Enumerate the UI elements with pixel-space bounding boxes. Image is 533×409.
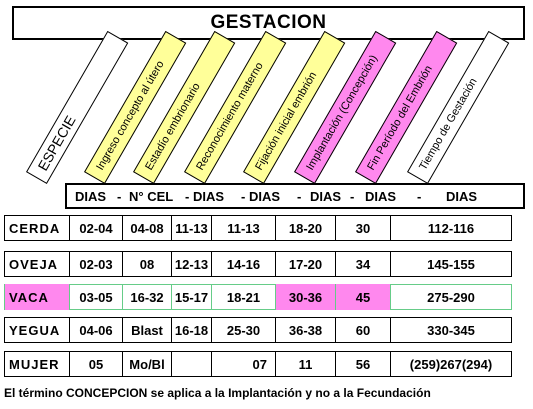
unit-label: - DIAS bbox=[241, 189, 280, 204]
value-cell: 14-16 bbox=[211, 251, 275, 277]
value-cell: 07 bbox=[211, 351, 275, 377]
unit-separator: - bbox=[417, 189, 422, 204]
value-cell: 30-36 bbox=[275, 284, 335, 310]
value-cell: Blast bbox=[122, 317, 171, 343]
value-cell: 18-20 bbox=[275, 215, 335, 241]
value-cell: 34 bbox=[335, 251, 390, 277]
value-cell: 60 bbox=[335, 317, 390, 343]
value-cell: 36-38 bbox=[275, 317, 335, 343]
value-cell: (259)267(294) bbox=[390, 351, 511, 377]
value-cell: 16-18 bbox=[171, 317, 211, 343]
value-cell: 08 bbox=[122, 251, 171, 277]
value-cell: 330-345 bbox=[390, 317, 511, 343]
value-cell: 145-155 bbox=[390, 251, 511, 277]
table-row: MUJER 05 Mo/Bl 07 11 56 (259)267(294) bbox=[4, 351, 512, 377]
species-cell: VACA bbox=[5, 284, 69, 310]
value-cell bbox=[171, 351, 211, 377]
unit-label: - DIAS bbox=[185, 189, 224, 204]
units-bar: DIAS - N° CEL - DIAS - DIAS - DIAS - DIA… bbox=[65, 183, 525, 209]
species-cell: MUJER bbox=[9, 356, 60, 372]
unit-label: DIAS bbox=[365, 189, 397, 204]
value-cell: 12-13 bbox=[171, 251, 211, 277]
unit-separator: - bbox=[117, 189, 122, 204]
species-cell: OVEJA bbox=[9, 256, 59, 272]
value-cell: 25-30 bbox=[211, 317, 275, 343]
value-cell: 04-06 bbox=[69, 317, 122, 343]
unit-label: DIAS bbox=[446, 189, 478, 204]
value-cell: 03-05 bbox=[69, 284, 122, 310]
value-cell: 11 bbox=[275, 351, 335, 377]
value-cell: 16-32 bbox=[122, 284, 171, 310]
value-cell: 04-08 bbox=[122, 215, 171, 241]
value-cell: 17-20 bbox=[275, 251, 335, 277]
value-cell: 112-116 bbox=[390, 215, 511, 241]
table-row: CERDA 02-04 04-08 11-13 11-13 18-20 30 1… bbox=[4, 215, 512, 241]
value-cell: 02-03 bbox=[69, 251, 122, 277]
value-cell: 18-21 bbox=[211, 284, 275, 310]
value-cell: 45 bbox=[335, 284, 390, 310]
table-row: OVEJA 02-03 08 12-13 14-16 17-20 34 145-… bbox=[4, 251, 512, 277]
value-cell: 275-290 bbox=[390, 284, 511, 310]
unit-separator: - bbox=[297, 189, 302, 204]
unit-label: N° CEL bbox=[129, 189, 174, 204]
value-cell: 11-13 bbox=[211, 215, 275, 241]
value-cell: 11-13 bbox=[171, 215, 211, 241]
table-row: VACA 03-05 16-32 15-17 18-21 30-36 45 27… bbox=[4, 284, 512, 310]
value-cell: Mo/Bl bbox=[122, 351, 171, 377]
value-cell: 30 bbox=[335, 215, 390, 241]
value-cell: 02-04 bbox=[69, 215, 122, 241]
unit-label: DIAS bbox=[310, 189, 342, 204]
value-cell: 15-17 bbox=[171, 284, 211, 310]
footnote: El término CONCEPCION se aplica a la Imp… bbox=[4, 386, 431, 400]
species-cell: YEGUA bbox=[9, 322, 61, 338]
value-cell: 05 bbox=[69, 351, 122, 377]
table-row: YEGUA 04-06 Blast 16-18 25-30 36-38 60 3… bbox=[4, 317, 512, 343]
unit-label: DIAS bbox=[75, 189, 107, 204]
species-cell: CERDA bbox=[9, 220, 61, 236]
value-cell: 56 bbox=[335, 351, 390, 377]
unit-separator: - bbox=[350, 189, 355, 204]
